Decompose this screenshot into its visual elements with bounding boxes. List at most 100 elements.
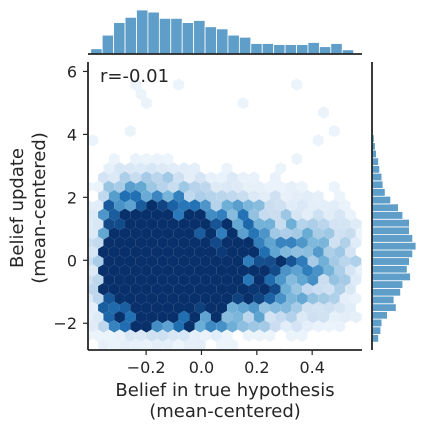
hexbin-cell — [328, 310, 340, 324]
correlation-annotation: r=-0.01 — [100, 66, 169, 87]
hexbin-cell — [184, 338, 195, 350]
x-marginal-bar — [307, 42, 320, 55]
hexbin-cell — [184, 227, 195, 240]
hexbin-cell — [237, 97, 249, 110]
hexbin-cell — [291, 245, 303, 259]
hexbin-cell — [157, 310, 168, 324]
hexbin-cell — [114, 310, 125, 324]
hexbin-cell — [194, 338, 206, 350]
hexbin-cell — [312, 320, 324, 333]
hexbin-cell — [210, 310, 222, 324]
hexbin-cell — [167, 180, 179, 194]
hexbin-cell — [151, 338, 163, 350]
hexbin-cell — [157, 292, 168, 305]
x-axis-title-line1: Belief in true hypothesis — [115, 380, 334, 401]
hexbin-cell — [248, 320, 260, 333]
hexbin-cell — [259, 264, 270, 277]
hexbin-cell — [210, 255, 222, 268]
hexbin-cell — [108, 320, 120, 333]
hexbin-cell — [259, 283, 270, 296]
hexbin-cell — [141, 171, 152, 184]
hexbin-cell — [237, 301, 249, 314]
hexbin-cell — [334, 264, 346, 277]
hexbin-cell — [119, 320, 131, 333]
hexbin-cell — [173, 227, 185, 240]
hexbin-cell — [162, 283, 174, 296]
x-marginal-bar — [296, 44, 309, 55]
hexbin-plot-area — [88, 78, 362, 350]
hexbin-cell — [151, 320, 163, 333]
hexbin-cell — [146, 273, 158, 287]
hexbin-cell — [88, 199, 93, 212]
hexbin-cell — [259, 245, 270, 259]
hexbin-cell — [135, 162, 147, 175]
hexbin-cell — [167, 199, 179, 212]
y-marginal-bar — [371, 195, 392, 205]
hexbin-cell — [253, 310, 265, 324]
hexbin-cell — [307, 199, 319, 212]
hexbin-cell — [189, 217, 201, 231]
hexbin-cell — [200, 199, 211, 212]
hexbin-cell — [350, 217, 362, 231]
hexbin-cell — [361, 220, 362, 228]
hexbin-cell — [178, 217, 190, 231]
hexbin-cell — [361, 257, 362, 265]
x-marginal-bar — [238, 36, 252, 55]
x-axis-title-line2: (mean-centered) — [149, 401, 301, 422]
hexbin-cell — [339, 236, 351, 249]
hexbin-cell — [141, 227, 152, 240]
hexbin-cell — [135, 292, 147, 305]
y-marginal-bar — [371, 257, 410, 266]
x-tick-label: 0.0 — [189, 358, 214, 377]
hexbin-cell — [98, 190, 109, 203]
hexbin-cell — [108, 283, 120, 296]
axes: −0.2 0.0 0.2 0.4 −2 0 2 4 6 — [53, 62, 362, 377]
y-marginal-bar — [371, 218, 410, 228]
hexbin-cell — [210, 199, 222, 212]
hexbin-cell — [205, 245, 217, 259]
hexbin-cell — [237, 208, 249, 221]
hexbin-cell — [167, 310, 179, 324]
hexbin-cell — [280, 245, 292, 259]
hexbin-cell — [296, 329, 308, 342]
hexbin-cell — [103, 180, 115, 194]
x-marginal-bar — [136, 9, 149, 55]
hexbin-cell — [114, 162, 125, 175]
hexbin-cell — [259, 208, 270, 221]
hexbin-cell — [92, 180, 104, 194]
hexbin-cell — [141, 320, 152, 333]
hexbin-cell — [135, 236, 147, 249]
hexbin-cell — [167, 292, 179, 305]
hexbin-cell — [130, 301, 142, 314]
hexbin-cell — [302, 190, 313, 203]
x-marginal-bar — [181, 22, 195, 55]
hexbin-cell — [221, 199, 233, 212]
hexbin-cell — [205, 208, 217, 221]
y-marginal-bar — [371, 211, 404, 220]
y-marginal-bar — [371, 180, 384, 189]
hexbin-cell — [275, 180, 287, 194]
hexbin-cell — [328, 180, 340, 194]
hexbin-cell — [302, 264, 313, 277]
hexbin-cell — [135, 87, 147, 101]
hexbin-cell — [312, 190, 324, 203]
hexbin-cell — [103, 236, 115, 249]
hexbin-cell — [221, 217, 233, 231]
hexbin-cell — [210, 236, 222, 249]
hexbin-cell — [130, 208, 142, 221]
x-marginal-bar — [273, 44, 286, 55]
hexbin-cell — [355, 264, 362, 277]
hexbin-cell — [151, 264, 163, 277]
hexbin-cell — [200, 180, 211, 194]
hexbin-cell — [339, 273, 351, 287]
hexbin-cell — [141, 245, 152, 259]
hexbin-cell — [269, 320, 281, 333]
hexbin-cell — [194, 171, 206, 184]
hexbin-cell — [173, 171, 185, 184]
hexbin-cell — [135, 273, 147, 287]
hexbin-cell — [162, 320, 174, 333]
hexbin-cell — [334, 283, 346, 296]
x-tick-label: 0.4 — [299, 358, 324, 377]
y-marginal-bar — [371, 264, 408, 274]
